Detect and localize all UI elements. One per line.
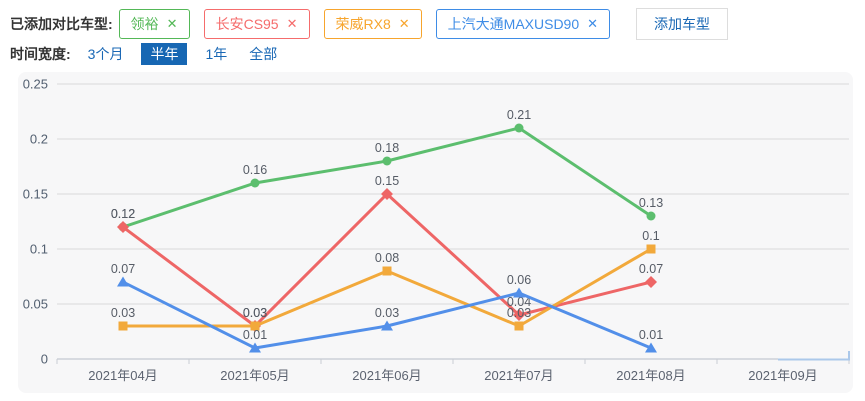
data-point-marker[interactable] xyxy=(645,276,657,288)
x-axis-label: 2021年09月 xyxy=(748,368,817,383)
data-point-label: 0.04 xyxy=(507,295,531,309)
x-axis-label: 2021年05月 xyxy=(220,368,289,383)
model-tag[interactable]: 上汽大通MAXUSD90 ✕ xyxy=(435,9,611,39)
data-point-label: 0.12 xyxy=(111,207,135,221)
data-point-label: 0.01 xyxy=(639,328,663,342)
remove-model-icon[interactable]: ✕ xyxy=(166,16,178,31)
data-point-marker[interactable] xyxy=(646,211,656,221)
line-chart: 0 0.05 0.1 0.15 0.2 0.25 2021年04月 2021年05月 2021年… xyxy=(23,77,850,383)
y-axis-label: 0 xyxy=(41,352,48,367)
x-axis-label: 2021年08月 xyxy=(616,368,685,383)
axis-end-handle xyxy=(778,351,850,361)
data-point-label: 0.08 xyxy=(375,251,399,265)
y-axis-label: 0.2 xyxy=(30,132,48,147)
x-axis-label: 2021年07月 xyxy=(484,368,553,383)
data-point-marker[interactable] xyxy=(513,287,525,298)
model-tag-label: 上汽大通MAXUSD90 xyxy=(447,16,580,32)
data-point-marker[interactable] xyxy=(250,321,260,331)
data-point-label: 0.21 xyxy=(507,108,531,122)
model-tag[interactable]: 长安CS95 ✕ xyxy=(203,9,310,39)
y-axis-label: 0.1 xyxy=(30,242,48,257)
data-point-label: 0.13 xyxy=(639,196,663,210)
data-point-marker[interactable] xyxy=(514,321,524,331)
y-axis-label: 0.05 xyxy=(23,297,48,312)
time-option[interactable]: 1年 xyxy=(205,46,228,62)
model-tag-label: 荣威RX8 xyxy=(335,16,391,32)
model-tag-label: 长安CS95 xyxy=(215,16,279,32)
data-point-label: 0.06 xyxy=(507,273,531,287)
data-point-marker[interactable] xyxy=(118,321,128,331)
data-point-label: 0.03 xyxy=(507,306,531,320)
x-axis-label: 2021年04月 xyxy=(88,368,157,383)
data-point-marker[interactable] xyxy=(250,178,260,188)
time-option[interactable]: 3个月 xyxy=(87,46,124,62)
data-point-label: 0.03 xyxy=(111,306,135,320)
data-point-marker[interactable] xyxy=(117,276,129,287)
data-point-marker[interactable] xyxy=(117,221,129,233)
data-point-label: 0.12 xyxy=(111,207,135,221)
data-point-label: 0.07 xyxy=(111,262,135,276)
model-tag-label: 领裕 xyxy=(130,16,159,32)
data-point-label: 0.16 xyxy=(243,163,267,177)
time-option-list: 3个月 半年 1年 全部 xyxy=(77,43,289,65)
time-option[interactable]: 半年 xyxy=(141,43,188,65)
data-point-label: 0.03 xyxy=(375,306,399,320)
data-point-marker[interactable] xyxy=(381,320,393,331)
remove-model-icon[interactable]: ✕ xyxy=(398,16,410,31)
compare-models-bar: 已添加对比车型: 领裕 ✕ 长安CS95 ✕ 荣威RX8 ✕ 上汽大通MAXUSD90 ✕ 添… xyxy=(10,8,729,40)
y-axis-label: 0.15 xyxy=(23,187,48,202)
time-option[interactable]: 全部 xyxy=(249,46,278,62)
data-point-marker[interactable] xyxy=(646,244,656,254)
data-point-label: 0.03 xyxy=(243,306,267,320)
data-point-marker[interactable] xyxy=(249,342,261,353)
compare-models-label: 已添加对比车型: xyxy=(10,16,113,32)
data-point-marker[interactable] xyxy=(513,309,525,321)
data-point-label: 0.1 xyxy=(642,229,659,243)
data-point-label: 0.01 xyxy=(243,328,267,342)
time-range-label: 时间宽度: xyxy=(10,46,71,62)
remove-model-icon[interactable]: ✕ xyxy=(286,16,298,31)
x-axis-label: 2021年06月 xyxy=(352,368,421,383)
trend-chart-panel: 0 0.05 0.1 0.15 0.2 0.25 2021年04月 2021年05月 2021年… xyxy=(18,72,853,393)
data-point-marker[interactable] xyxy=(382,266,392,276)
model-tag[interactable]: 领裕 ✕ xyxy=(118,9,190,39)
model-tag-list: 领裕 ✕ 长安CS95 ✕ 荣威RX8 ✕ 上汽大通MAXUSD90 ✕ xyxy=(118,9,624,39)
data-point-marker[interactable] xyxy=(381,188,393,200)
data-point-marker[interactable] xyxy=(645,342,657,353)
time-range-bar: 时间宽度: 3个月 半年 1年 全部 xyxy=(10,43,289,65)
model-tag[interactable]: 荣威RX8 ✕ xyxy=(323,9,422,39)
data-point-marker[interactable] xyxy=(382,156,392,166)
data-point-label: 0.15 xyxy=(375,174,399,188)
y-axis-label: 0.25 xyxy=(23,77,48,92)
add-model-button[interactable]: 添加车型 xyxy=(636,8,729,40)
data-point-label: 0.07 xyxy=(639,262,663,276)
data-point-label: 0.18 xyxy=(375,141,399,155)
remove-model-icon[interactable]: ✕ xyxy=(587,16,599,31)
data-point-label: 0.03 xyxy=(243,306,267,320)
data-point-marker[interactable] xyxy=(514,123,524,133)
